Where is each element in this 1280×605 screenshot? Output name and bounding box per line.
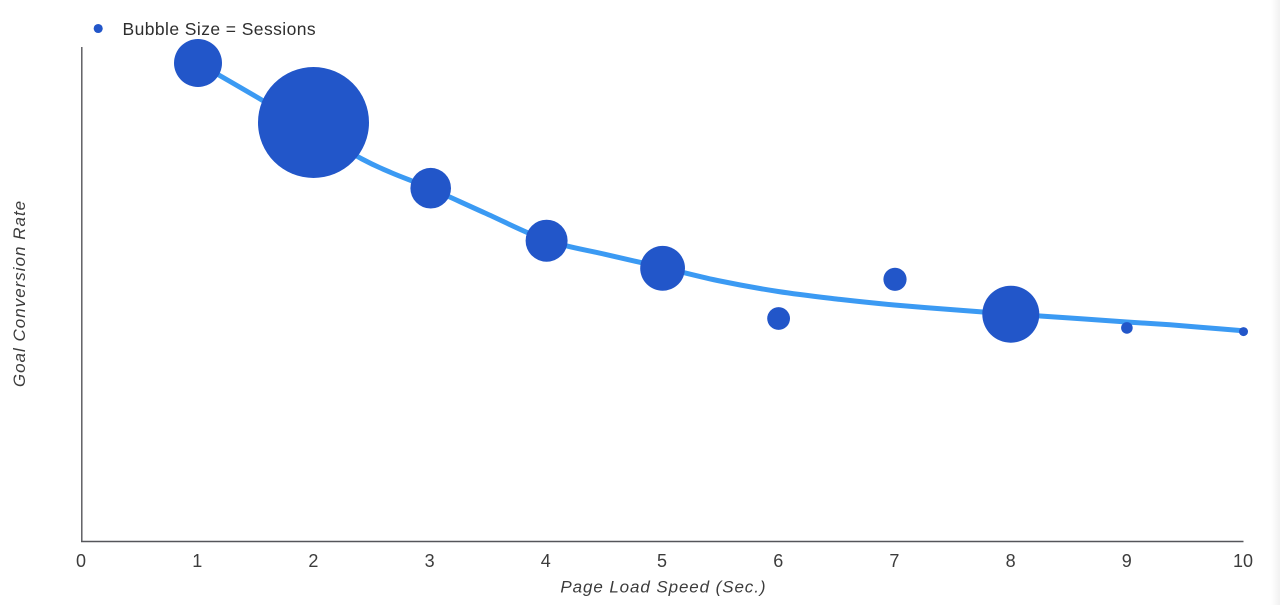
svg-text:4: 4: [541, 551, 551, 571]
svg-text:1: 1: [192, 551, 202, 571]
svg-text:6: 6: [773, 551, 783, 571]
svg-text:10: 10: [1233, 551, 1253, 571]
svg-text:9: 9: [1122, 551, 1132, 571]
svg-text:3: 3: [425, 551, 435, 571]
svg-text:Bubble Size = Sessions: Bubble Size = Sessions: [123, 19, 317, 39]
svg-text:Goal Conversion Rate: Goal Conversion Rate: [10, 200, 29, 387]
svg-text:2: 2: [308, 551, 318, 571]
svg-text:5: 5: [657, 551, 667, 571]
svg-text:0: 0: [76, 551, 86, 571]
svg-text:Page Load Speed (Sec.): Page Load Speed (Sec.): [560, 577, 766, 596]
svg-text:7: 7: [889, 551, 899, 571]
svg-text:8: 8: [1006, 551, 1016, 571]
